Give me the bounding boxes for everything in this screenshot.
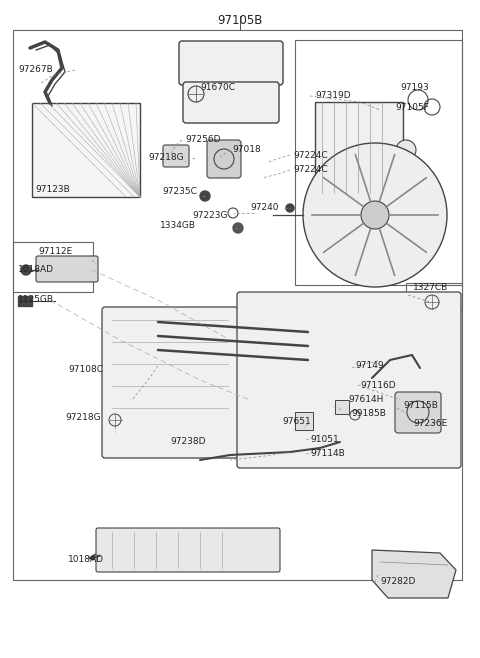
Bar bbox=[335, 400, 349, 414]
Text: 97114B: 97114B bbox=[310, 449, 345, 459]
FancyBboxPatch shape bbox=[102, 307, 238, 458]
Circle shape bbox=[303, 143, 447, 287]
FancyBboxPatch shape bbox=[179, 41, 283, 85]
FancyBboxPatch shape bbox=[207, 140, 241, 178]
Polygon shape bbox=[18, 296, 32, 306]
Text: 1334GB: 1334GB bbox=[160, 222, 196, 230]
FancyBboxPatch shape bbox=[183, 82, 279, 123]
Text: 91051: 91051 bbox=[310, 436, 339, 445]
Bar bbox=[315, 102, 403, 195]
Text: 97218G: 97218G bbox=[148, 153, 184, 163]
Text: 1018AD: 1018AD bbox=[68, 555, 104, 565]
Text: 97108C: 97108C bbox=[68, 365, 103, 374]
Circle shape bbox=[286, 204, 294, 212]
Text: 97223G: 97223G bbox=[192, 211, 228, 220]
Text: 1018AD: 1018AD bbox=[18, 265, 54, 274]
FancyBboxPatch shape bbox=[96, 528, 280, 572]
Text: 97235C: 97235C bbox=[162, 188, 197, 197]
Bar bbox=[13, 242, 93, 292]
Circle shape bbox=[200, 191, 210, 201]
Text: 97218G: 97218G bbox=[65, 413, 101, 422]
Text: 97614H: 97614H bbox=[348, 395, 384, 405]
FancyBboxPatch shape bbox=[163, 145, 189, 167]
Text: 97018: 97018 bbox=[232, 145, 261, 155]
Text: 1125GB: 1125GB bbox=[18, 295, 54, 305]
Text: 97149: 97149 bbox=[355, 361, 384, 370]
Text: 97236E: 97236E bbox=[413, 420, 447, 428]
Circle shape bbox=[233, 223, 243, 233]
Bar bbox=[32, 103, 140, 197]
Text: 97105F: 97105F bbox=[395, 103, 429, 113]
Text: 97319D: 97319D bbox=[315, 91, 350, 101]
FancyBboxPatch shape bbox=[36, 256, 98, 282]
Circle shape bbox=[21, 265, 31, 275]
Bar bbox=[295, 40, 462, 285]
Text: 97193: 97193 bbox=[400, 84, 429, 93]
Circle shape bbox=[361, 201, 389, 229]
Text: 99185B: 99185B bbox=[351, 409, 386, 418]
Polygon shape bbox=[89, 554, 96, 560]
Text: 97123B: 97123B bbox=[35, 186, 70, 195]
Bar bbox=[13, 30, 462, 580]
Polygon shape bbox=[372, 550, 456, 598]
FancyBboxPatch shape bbox=[237, 292, 461, 468]
Circle shape bbox=[396, 140, 416, 160]
Text: 97282D: 97282D bbox=[380, 578, 415, 586]
Circle shape bbox=[412, 162, 428, 178]
Text: 97238D: 97238D bbox=[170, 438, 205, 447]
Text: 97267B: 97267B bbox=[18, 66, 53, 74]
Text: 97224C: 97224C bbox=[293, 166, 328, 174]
Bar bbox=[406, 283, 462, 310]
Text: 97240: 97240 bbox=[250, 203, 278, 213]
Text: 91670C: 91670C bbox=[200, 84, 235, 93]
Text: 97651: 97651 bbox=[282, 417, 311, 426]
Text: 97224C: 97224C bbox=[293, 151, 328, 159]
Text: 97112E: 97112E bbox=[38, 247, 72, 257]
Text: 97116D: 97116D bbox=[360, 380, 396, 390]
Text: 97115B: 97115B bbox=[403, 401, 438, 411]
Text: 97105B: 97105B bbox=[217, 14, 263, 27]
Text: 97256D: 97256D bbox=[185, 136, 220, 145]
Bar bbox=[295, 412, 313, 430]
Text: 1327CB: 1327CB bbox=[413, 282, 448, 291]
FancyBboxPatch shape bbox=[395, 392, 441, 433]
